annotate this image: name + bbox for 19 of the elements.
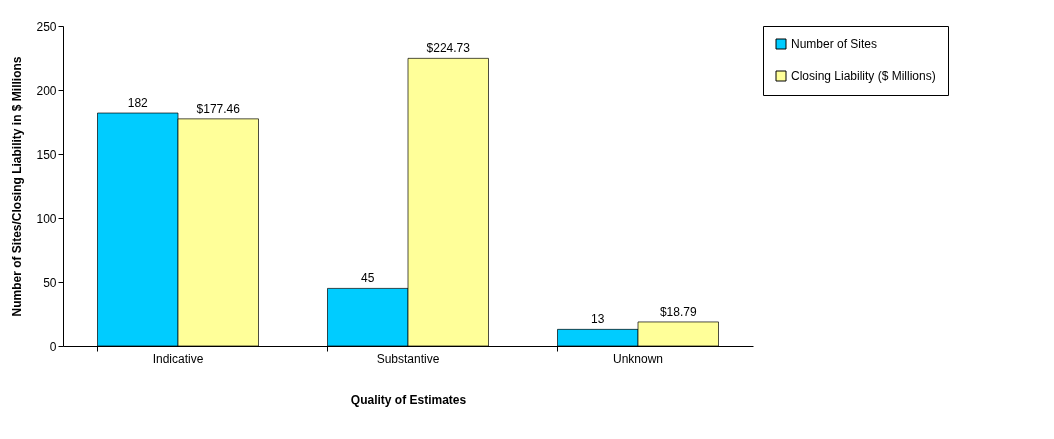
y-tick-label: 250 (36, 19, 57, 34)
data-label: 13 (591, 312, 605, 327)
data-label: $18.79 (659, 304, 697, 319)
data-label: $224.73 (426, 41, 471, 56)
y-tick-label: 200 (36, 83, 57, 98)
x-axis-title: Quality of Estimates (350, 392, 467, 407)
y-tick-label: 150 (36, 147, 57, 162)
y-tick-label: 0 (49, 339, 57, 354)
y-axis-title: Number of Sites/Closing Liability in $ Millions (10, 56, 25, 317)
legend-label: Number of Sites (791, 37, 878, 51)
y-tick-label: 100 (36, 211, 57, 226)
data-label: 182 (127, 96, 149, 111)
data-label: $177.46 (196, 101, 241, 116)
y-tick-label: 50 (43, 275, 57, 290)
x-tick-label: Substantive (376, 351, 440, 366)
data-label: 45 (361, 271, 375, 286)
x-tick-label: Unknown (612, 351, 664, 366)
x-tick-label: Indicative (152, 351, 204, 366)
legend-label: Closing Liability ($ Millions) (791, 69, 936, 83)
